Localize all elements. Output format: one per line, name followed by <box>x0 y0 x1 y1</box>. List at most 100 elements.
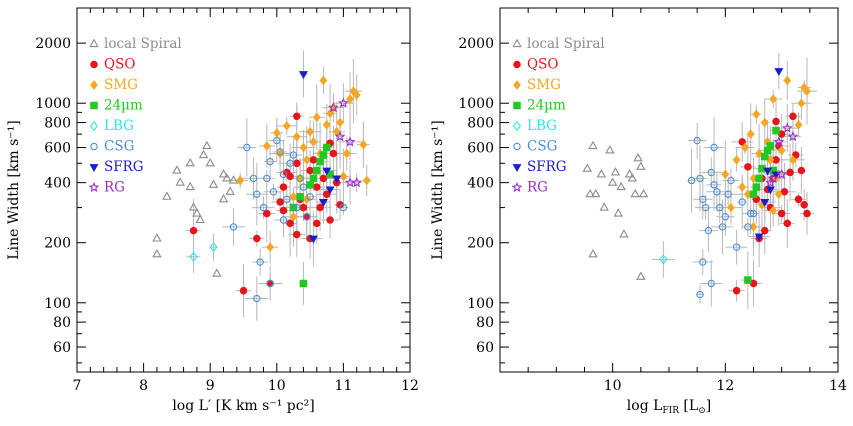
data-point-sfrg <box>322 167 332 176</box>
data-point-csg <box>699 258 707 266</box>
data-point-local-spiral <box>225 186 235 195</box>
data-point-local-spiral <box>605 145 615 154</box>
data-point-local-spiral <box>633 152 643 162</box>
legend-marker-smg <box>513 80 521 90</box>
data-point-local-spiral <box>202 140 212 150</box>
data-point-smg <box>755 148 764 159</box>
data-point-qso <box>772 117 780 126</box>
data-point-local-spiral <box>613 208 624 217</box>
data-point-rg <box>351 177 363 188</box>
data-point-csg <box>707 279 715 288</box>
legend-marker-local-spiral <box>512 38 522 48</box>
data-point-qso <box>329 149 338 158</box>
data-point-csg <box>299 183 308 191</box>
data-point-qso <box>761 226 769 235</box>
legend-label: RG <box>104 180 125 196</box>
legend-marker-lbg <box>512 120 522 132</box>
data-point-local-spiral <box>636 161 646 170</box>
data-point-qso <box>263 209 271 218</box>
data-point-local-spiral <box>630 188 640 198</box>
data-point-csg <box>710 181 718 189</box>
data-point-local-spiral <box>228 175 239 184</box>
data-point-local-spiral <box>585 188 595 198</box>
data-point-csg <box>306 193 314 201</box>
data-point-sfrg <box>308 235 318 244</box>
data-point-qso <box>738 138 746 146</box>
data-point-local-spiral <box>638 188 649 198</box>
data-points <box>582 68 811 299</box>
data-point-qso <box>306 166 314 175</box>
data-point-rg <box>773 136 785 147</box>
legend-marker-24-m <box>90 101 98 110</box>
legend-marker-rg <box>511 181 523 193</box>
data-point-local-spiral <box>599 202 609 211</box>
y-axis-label: Line Width [km s⁻¹] <box>430 120 446 260</box>
data-point-smg <box>296 173 304 184</box>
data-point-qso <box>326 216 334 224</box>
data-point-csg <box>718 223 727 231</box>
legend-label: 24µm <box>104 98 143 114</box>
data-point-local-spiral <box>596 169 607 178</box>
legend-label: QSO <box>527 57 558 73</box>
data-point-csg <box>253 190 261 198</box>
data-point-csg <box>693 136 701 145</box>
data-point-lbg <box>189 251 198 262</box>
y-tick-label: 400 <box>467 176 494 192</box>
data-point-csg <box>701 203 710 212</box>
data-point-csg <box>738 198 746 206</box>
data-point-sfrg <box>318 199 328 207</box>
data-point-qso <box>299 203 308 212</box>
data-point-rg <box>328 102 339 113</box>
data-point-csg <box>699 195 707 204</box>
data-point-smg <box>769 94 778 104</box>
data-point-24-m <box>752 183 761 191</box>
data-point-local-spiral <box>616 181 626 191</box>
data-point-smg <box>342 148 351 159</box>
legend-marker-csg <box>90 142 98 151</box>
data-point-rg <box>334 131 346 142</box>
data-point-smg <box>322 119 331 130</box>
data-point-24-m <box>313 166 321 175</box>
data-point-smg <box>292 131 301 142</box>
y-tick-label: 800 <box>467 116 494 132</box>
legend-label: SFRG <box>104 159 144 175</box>
data-point-rg <box>781 122 793 133</box>
chart-panel-2: 10 12 14 60 80 100 200 400 600 800 1000 2000 log LFI… <box>430 7 847 416</box>
chart-panel-1: 7 8 9 10 11 12 60 80 100 200 400 600 800 1000 2000 log … <box>6 7 419 414</box>
legend-label: SMG <box>104 77 138 93</box>
data-point-sfrg <box>754 233 764 242</box>
data-point-csg <box>259 203 268 212</box>
data-point-qso <box>286 219 294 228</box>
data-point-qso <box>293 159 301 168</box>
data-point-qso <box>803 209 811 218</box>
data-point-csg <box>263 174 271 183</box>
data-point-qso <box>780 188 789 196</box>
data-point-qso <box>293 230 301 239</box>
data-point-csg <box>749 209 758 218</box>
data-point-smg <box>299 142 308 153</box>
y-tick-label: 2000 <box>458 36 494 52</box>
legend-marker-lbg <box>89 120 99 132</box>
x-axis-label: log LFIR [L⊙] <box>627 398 711 416</box>
data-point-csg <box>253 294 261 303</box>
data-point-local-spiral <box>607 177 618 186</box>
data-point-smg <box>302 194 311 205</box>
data-point-smg <box>738 182 747 192</box>
data-point-csg <box>687 176 696 185</box>
data-point-qso <box>786 168 794 177</box>
data-point-smg <box>794 119 803 130</box>
data-point-24-m <box>319 151 328 159</box>
data-point-rg <box>787 131 799 142</box>
data-point-24-m <box>766 142 775 150</box>
data-point-csg <box>721 213 730 221</box>
data-points <box>152 71 371 303</box>
y-tick-label: 100 <box>467 296 494 312</box>
legend-label: SFRG <box>527 159 567 175</box>
data-point-qso <box>800 200 808 209</box>
legend-label: LBG <box>104 118 134 134</box>
y-tick-label: 200 <box>44 236 71 252</box>
data-point-csg <box>707 168 715 177</box>
data-point-24-m <box>744 276 752 284</box>
data-point-qso <box>286 172 294 181</box>
data-point-smg <box>803 86 811 96</box>
